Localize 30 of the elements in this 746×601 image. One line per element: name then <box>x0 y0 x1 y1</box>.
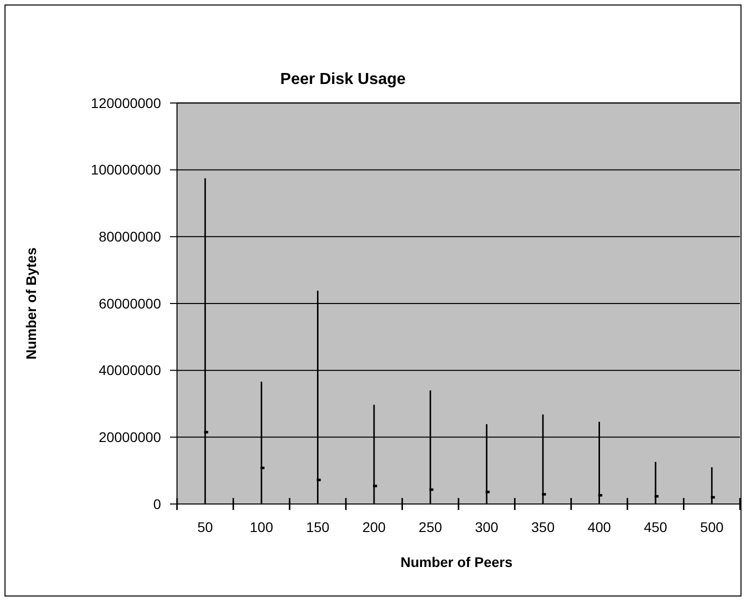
x-tick-label: 400 <box>588 519 612 535</box>
chart-title: Peer Disk Usage <box>280 71 406 88</box>
x-tick-label: 200 <box>362 519 386 535</box>
y-tick-label: 20000000 <box>98 429 162 446</box>
x-tick-label: 350 <box>531 519 555 535</box>
point <box>260 466 264 470</box>
x-tick-label: 50 <box>197 519 214 535</box>
x-axis-title: Number of Peers <box>400 554 513 570</box>
point <box>316 478 321 482</box>
y-tick-label: 120000000 <box>90 94 162 111</box>
point <box>654 495 659 498</box>
y-tick-label: 100000000 <box>90 162 162 178</box>
x-tick-label: 250 <box>418 519 442 535</box>
y-tick-label: 0 <box>153 496 162 512</box>
point <box>598 494 602 497</box>
x-tick-label: 150 <box>306 519 330 535</box>
point <box>710 496 715 499</box>
x-tick-label: 300 <box>474 519 499 535</box>
point <box>204 430 208 434</box>
y-axis-title: Number of Bytes <box>23 247 39 360</box>
y-tick-label: 40000000 <box>98 362 162 378</box>
y-tick-label: 80000000 <box>98 228 162 245</box>
point <box>429 488 434 491</box>
x-tick-label: 100 <box>250 519 274 535</box>
y-tick-label: 60000000 <box>98 295 162 312</box>
point <box>542 493 546 496</box>
x-tick-label: 500 <box>700 519 724 535</box>
point <box>373 484 378 488</box>
point <box>486 490 490 494</box>
x-tick-label: 450 <box>644 519 668 535</box>
